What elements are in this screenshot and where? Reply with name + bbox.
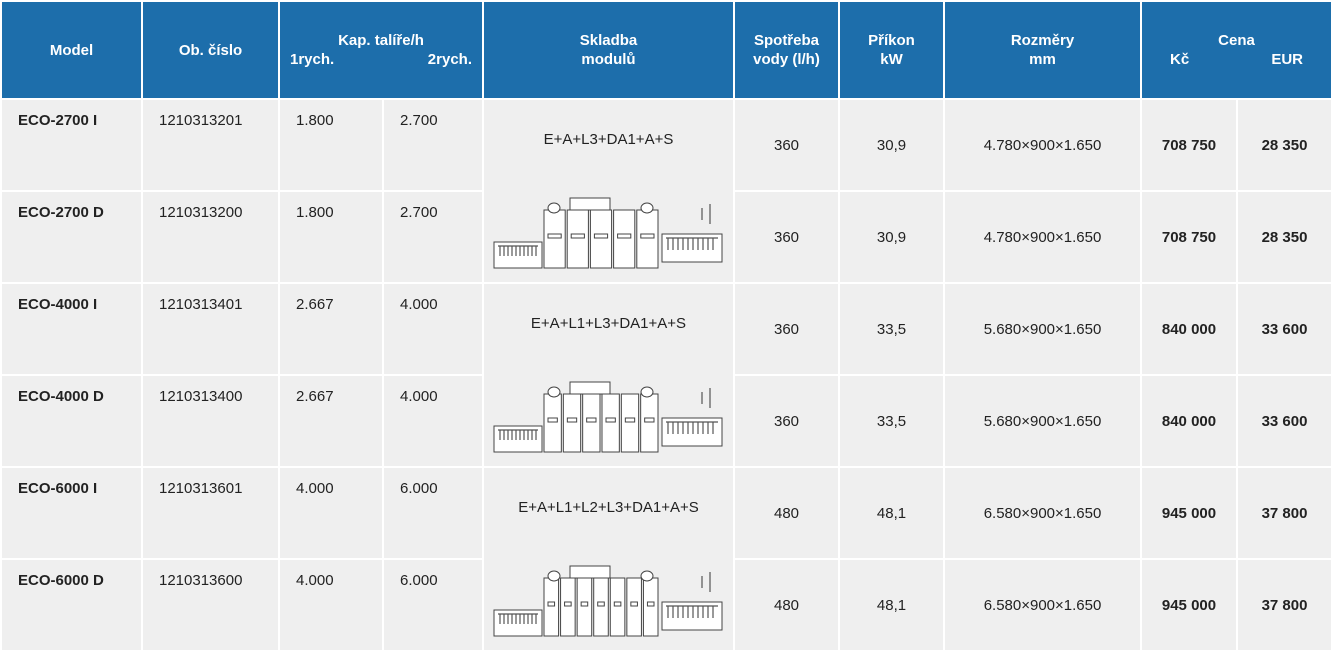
table-cell: 2.700 bbox=[382, 98, 484, 192]
table-cell: 33 600 bbox=[1235, 374, 1331, 468]
composition-text: E+A+L1+L3+DA1+A+S bbox=[530, 315, 687, 332]
table-row: ECO-4000 I 1210313401 2.667 4.000 E+A+L1+L3+… bbox=[0, 282, 1331, 468]
machine-drawing bbox=[493, 381, 723, 453]
table-cell: 30,9 bbox=[838, 98, 945, 192]
header-text: Spotřeba bbox=[753, 32, 819, 49]
table-cell: 1210313200 bbox=[141, 190, 280, 284]
header-text: 1rych. bbox=[290, 51, 335, 68]
table-cell: 2.700 bbox=[382, 190, 484, 284]
table-cell: 6.580×900×1.650 bbox=[943, 466, 1142, 560]
table-cell: 5.680×900×1.650 bbox=[943, 282, 1142, 376]
table-cell: 37 800 bbox=[1235, 466, 1331, 560]
table-cell: 360 bbox=[733, 374, 840, 468]
header-text: 2rych. bbox=[427, 51, 472, 68]
header-cell: Model bbox=[0, 0, 143, 100]
table-cell: 480 bbox=[733, 558, 840, 652]
header-cell: Rozměry mm bbox=[943, 0, 1142, 100]
machine-drawing bbox=[493, 197, 723, 269]
table-cell: 708 750 bbox=[1140, 98, 1238, 192]
table-cell: 30,9 bbox=[838, 190, 945, 284]
table-cell: 48,1 bbox=[838, 558, 945, 652]
table-cell: 360 bbox=[733, 98, 840, 192]
header-text: Kap. talíře/h bbox=[338, 32, 424, 49]
table-cell: 5.680×900×1.650 bbox=[943, 374, 1142, 468]
table-row: ECO-2700 D 1210313200 1.800 2.700 360 30,9 4.7… bbox=[0, 190, 1331, 284]
table-cell: ECO-6000 I bbox=[0, 466, 143, 560]
table-cell: 2.667 bbox=[278, 374, 384, 468]
table-row: ECO-4000 D 1210313400 2.667 4.000 360 33,5 5.6… bbox=[0, 374, 1331, 468]
table-cell: 945 000 bbox=[1140, 558, 1238, 652]
table-cell: 2.667 bbox=[278, 282, 384, 376]
table-cell: ECO-2700 I bbox=[0, 98, 143, 192]
composition-text: E+A+L1+L2+L3+DA1+A+S bbox=[518, 499, 699, 516]
header-text: Kč bbox=[1170, 51, 1190, 68]
table-cell: 480 bbox=[733, 466, 840, 560]
header-text: Cena bbox=[1218, 32, 1255, 49]
table-cell: ECO-6000 D bbox=[0, 558, 143, 652]
table-cell: 4.780×900×1.650 bbox=[943, 98, 1142, 192]
table-row: ECO-2700 I 1210313201 1.800 2.700 E+A+L3+DA1… bbox=[0, 98, 1331, 284]
composition-cell: E+A+L3+DA1+A+S bbox=[482, 98, 735, 284]
composition-cell: E+A+L1+L2+L3+DA1+A+S bbox=[482, 466, 735, 652]
header-text: Skladba bbox=[579, 32, 638, 49]
header-text: EUR bbox=[1271, 51, 1304, 68]
table-cell: 1210313601 bbox=[141, 466, 280, 560]
header-text: modulů bbox=[581, 51, 636, 68]
header-cell: Kap. talíře/h 1rych. 2rych. bbox=[278, 0, 484, 100]
table-row: ECO-6000 I 1210313601 4.000 6.000 E+A+L1+L2+… bbox=[0, 466, 1331, 652]
table-cell: 360 bbox=[733, 282, 840, 376]
table-cell: 33 600 bbox=[1235, 282, 1331, 376]
table-cell: 4.000 bbox=[278, 558, 384, 652]
table-cell: 33,5 bbox=[838, 282, 945, 376]
composition-text: E+A+L3+DA1+A+S bbox=[543, 131, 674, 148]
table-cell: 6.580×900×1.650 bbox=[943, 558, 1142, 652]
table-cell: 1.800 bbox=[278, 190, 384, 284]
table-cell: 708 750 bbox=[1140, 190, 1238, 284]
header-text: Příkon bbox=[868, 32, 915, 49]
table-cell: 840 000 bbox=[1140, 282, 1238, 376]
table-cell: 4.000 bbox=[382, 374, 484, 468]
composition-cell: E+A+L1+L3+DA1+A+S bbox=[482, 282, 735, 468]
header-cell: Cena Kč EUR bbox=[1139, 0, 1331, 100]
table-cell: 945 000 bbox=[1140, 466, 1238, 560]
table-cell: 48,1 bbox=[838, 466, 945, 560]
table-cell: 33,5 bbox=[838, 374, 945, 468]
table-cell: 1210313600 bbox=[141, 558, 280, 652]
table-cell: 1210313201 bbox=[141, 98, 280, 192]
table-cell: 37 800 bbox=[1235, 558, 1331, 652]
table-cell: 4.000 bbox=[382, 282, 484, 376]
header-cell: Příkon kW bbox=[838, 0, 945, 100]
header-row: Model Ob. číslo Kap. talíře/h 1rych. 2rych… bbox=[0, 0, 1331, 100]
machine-drawing bbox=[493, 565, 723, 637]
header-cell: Spotřeba vody (l/h) bbox=[733, 0, 840, 100]
header-cell: Ob. číslo bbox=[141, 0, 280, 100]
table-cell: 1210313401 bbox=[141, 282, 280, 376]
table-body: ECO-2700 I 1210313201 1.800 2.700 E+A+L3+DA1… bbox=[0, 98, 1331, 652]
table-cell: 1210313400 bbox=[141, 374, 280, 468]
table-cell: 840 000 bbox=[1140, 374, 1238, 468]
table-cell: ECO-4000 D bbox=[0, 374, 143, 468]
header-text: mm bbox=[1029, 51, 1056, 68]
table-cell: 28 350 bbox=[1235, 98, 1331, 192]
table-cell: 1.800 bbox=[278, 98, 384, 192]
header-text: kW bbox=[880, 51, 903, 68]
table-cell: 4.780×900×1.650 bbox=[943, 190, 1142, 284]
header-text: vody (l/h) bbox=[753, 51, 820, 68]
table-cell: 6.000 bbox=[382, 558, 484, 652]
table-cell: 4.000 bbox=[278, 466, 384, 560]
table-cell: 360 bbox=[733, 190, 840, 284]
header-cell: Skladba modulů bbox=[482, 0, 735, 100]
table-cell: 28 350 bbox=[1235, 190, 1331, 284]
table-cell: 6.000 bbox=[382, 466, 484, 560]
table-cell: ECO-2700 D bbox=[0, 190, 143, 284]
table-cell: ECO-4000 I bbox=[0, 282, 143, 376]
header-text: Rozměry bbox=[1010, 32, 1075, 49]
